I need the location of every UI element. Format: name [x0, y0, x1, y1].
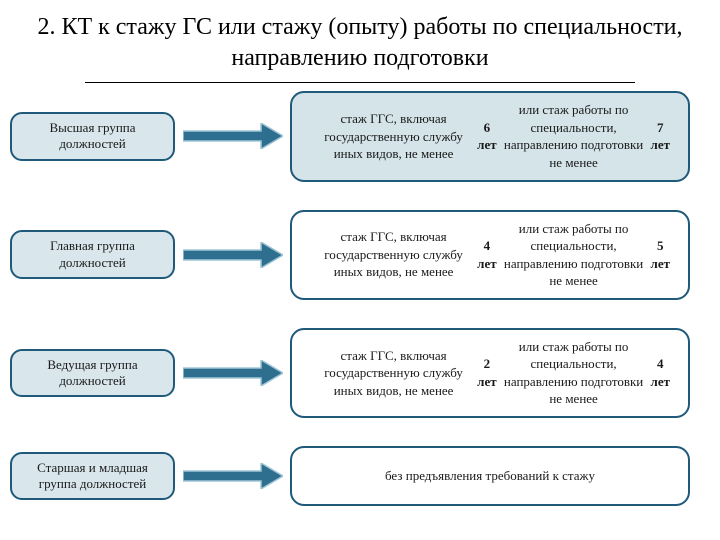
- group-box: Главная группа должностей: [10, 230, 175, 279]
- arrow-wrap: [175, 242, 290, 268]
- arrow-icon: [183, 242, 283, 268]
- arrow-wrap: [175, 360, 290, 386]
- group-box: Высшая группа должностей: [10, 112, 175, 161]
- requirement-box: без предъявления требований к стажу: [290, 446, 690, 506]
- arrow-icon: [183, 360, 283, 386]
- page-title: 2. КТ к стажу ГС или стажу (опыту) работ…: [0, 0, 720, 82]
- diagram-row: Старшая и младшая группа должностей без …: [10, 446, 710, 506]
- diagram-rows: Высшая группа должностей стаж ГГС, включ…: [0, 91, 720, 506]
- diagram-row: Ведущая группа должностей стаж ГГС, вклю…: [10, 328, 710, 418]
- arrow-wrap: [175, 123, 290, 149]
- diagram-row: Главная группа должностей стаж ГГС, вклю…: [10, 210, 710, 300]
- requirement-box: стаж ГГС, включая государственную службу…: [290, 91, 690, 181]
- arrow-wrap: [175, 463, 290, 489]
- diagram-row: Высшая группа должностей стаж ГГС, включ…: [10, 91, 710, 181]
- requirement-box: стаж ГГС, включая государственную службу…: [290, 328, 690, 418]
- group-box: Ведущая группа должностей: [10, 349, 175, 398]
- arrow-icon: [183, 463, 283, 489]
- group-box: Старшая и младшая группа должностей: [10, 452, 175, 501]
- title-underline: [85, 82, 635, 83]
- requirement-box: стаж ГГС, включая государственную службу…: [290, 210, 690, 300]
- arrow-icon: [183, 123, 283, 149]
